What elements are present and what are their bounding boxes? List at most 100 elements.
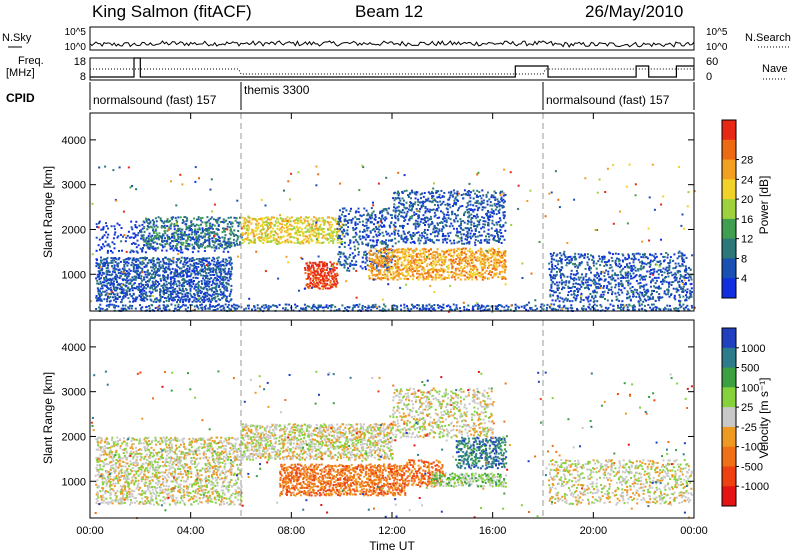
data-cell xyxy=(173,223,176,225)
data-cell xyxy=(637,269,640,272)
data-cell xyxy=(224,276,227,279)
data-cell xyxy=(394,214,397,217)
data-cell xyxy=(323,222,326,225)
data-cell xyxy=(575,258,578,261)
data-cell xyxy=(286,234,289,237)
data-cell xyxy=(600,260,603,263)
data-cell xyxy=(390,261,393,264)
data-cell xyxy=(216,222,219,224)
data-cell xyxy=(186,267,189,270)
data-cell xyxy=(411,255,414,258)
data-cell xyxy=(145,218,148,221)
data-cell xyxy=(203,250,206,252)
data-cell xyxy=(412,257,414,260)
data-cell xyxy=(325,275,328,278)
data-cell xyxy=(399,251,402,254)
data-cell xyxy=(179,261,182,264)
data-cell xyxy=(214,264,217,267)
data-cell xyxy=(210,216,213,219)
data-cell xyxy=(123,278,126,281)
data-cell xyxy=(470,237,472,240)
data-cell xyxy=(594,295,597,298)
data-cell xyxy=(159,217,162,220)
data-cell xyxy=(184,245,187,247)
data-cell xyxy=(472,266,475,269)
data-cell xyxy=(617,265,620,268)
data-cell xyxy=(419,220,422,223)
data-cell xyxy=(364,261,367,264)
data-cell xyxy=(302,235,305,238)
data-cell xyxy=(480,203,483,206)
data-cell xyxy=(398,268,401,271)
data-cell xyxy=(478,202,481,205)
data-cell xyxy=(481,206,484,209)
data-cell xyxy=(638,275,641,278)
data-cell xyxy=(363,228,366,231)
data-cell xyxy=(191,296,194,299)
data-cell xyxy=(407,263,410,266)
data-cell xyxy=(479,219,482,222)
data-cell xyxy=(500,251,503,254)
data-cell xyxy=(354,216,357,219)
data-cell xyxy=(391,251,394,254)
data-cell xyxy=(421,232,424,235)
data-cell xyxy=(208,264,211,267)
data-cell xyxy=(247,234,249,237)
data-cell xyxy=(182,301,184,303)
data-cell xyxy=(450,190,453,193)
data-cell xyxy=(476,199,479,202)
data-cell xyxy=(179,273,182,276)
data-cell xyxy=(368,268,371,271)
data-cell xyxy=(498,272,501,275)
data-cell xyxy=(448,225,451,228)
data-cell xyxy=(495,268,498,271)
data-cell xyxy=(279,242,282,245)
data-cell xyxy=(161,249,164,252)
data-cell xyxy=(457,256,459,259)
data-cell xyxy=(198,247,201,249)
data-cell xyxy=(464,247,467,250)
data-cell xyxy=(398,209,401,212)
data-cell xyxy=(235,240,238,243)
data-cell xyxy=(317,228,320,230)
data-cell xyxy=(347,267,350,270)
data-cell xyxy=(259,229,262,232)
data-cell xyxy=(390,214,393,217)
data-cell xyxy=(142,220,145,223)
data-cell xyxy=(154,249,157,252)
data-cell xyxy=(227,300,230,303)
data-cell xyxy=(391,266,394,269)
data-cell xyxy=(400,211,403,214)
data-cell xyxy=(154,217,157,220)
data-cell xyxy=(243,219,246,222)
data-cell xyxy=(229,293,232,295)
data-cell xyxy=(385,252,388,255)
data-cell xyxy=(229,241,232,244)
data-cell xyxy=(164,256,167,259)
data-cell xyxy=(498,264,501,267)
data-cell xyxy=(189,226,191,229)
data-cell xyxy=(399,273,402,275)
data-cell xyxy=(245,225,248,228)
data-cell xyxy=(466,234,469,237)
data-cell xyxy=(135,260,137,263)
data-cell xyxy=(183,232,186,235)
data-cell xyxy=(400,261,403,264)
data-cell xyxy=(234,234,237,236)
data-cell xyxy=(453,220,456,223)
data-cell xyxy=(392,249,395,252)
data-cell xyxy=(387,278,390,281)
data-cell xyxy=(258,237,260,240)
data-cell xyxy=(322,241,325,244)
data-cell xyxy=(127,258,130,261)
data-cell xyxy=(245,229,248,232)
data-cell xyxy=(611,291,614,293)
data-cell xyxy=(115,289,118,292)
data-cell xyxy=(487,258,490,261)
data-cell xyxy=(136,296,139,299)
data-cell xyxy=(255,223,257,226)
data-cell xyxy=(441,262,444,265)
data-cell xyxy=(427,255,430,258)
data-cell xyxy=(162,270,165,273)
data-cell xyxy=(181,279,184,281)
